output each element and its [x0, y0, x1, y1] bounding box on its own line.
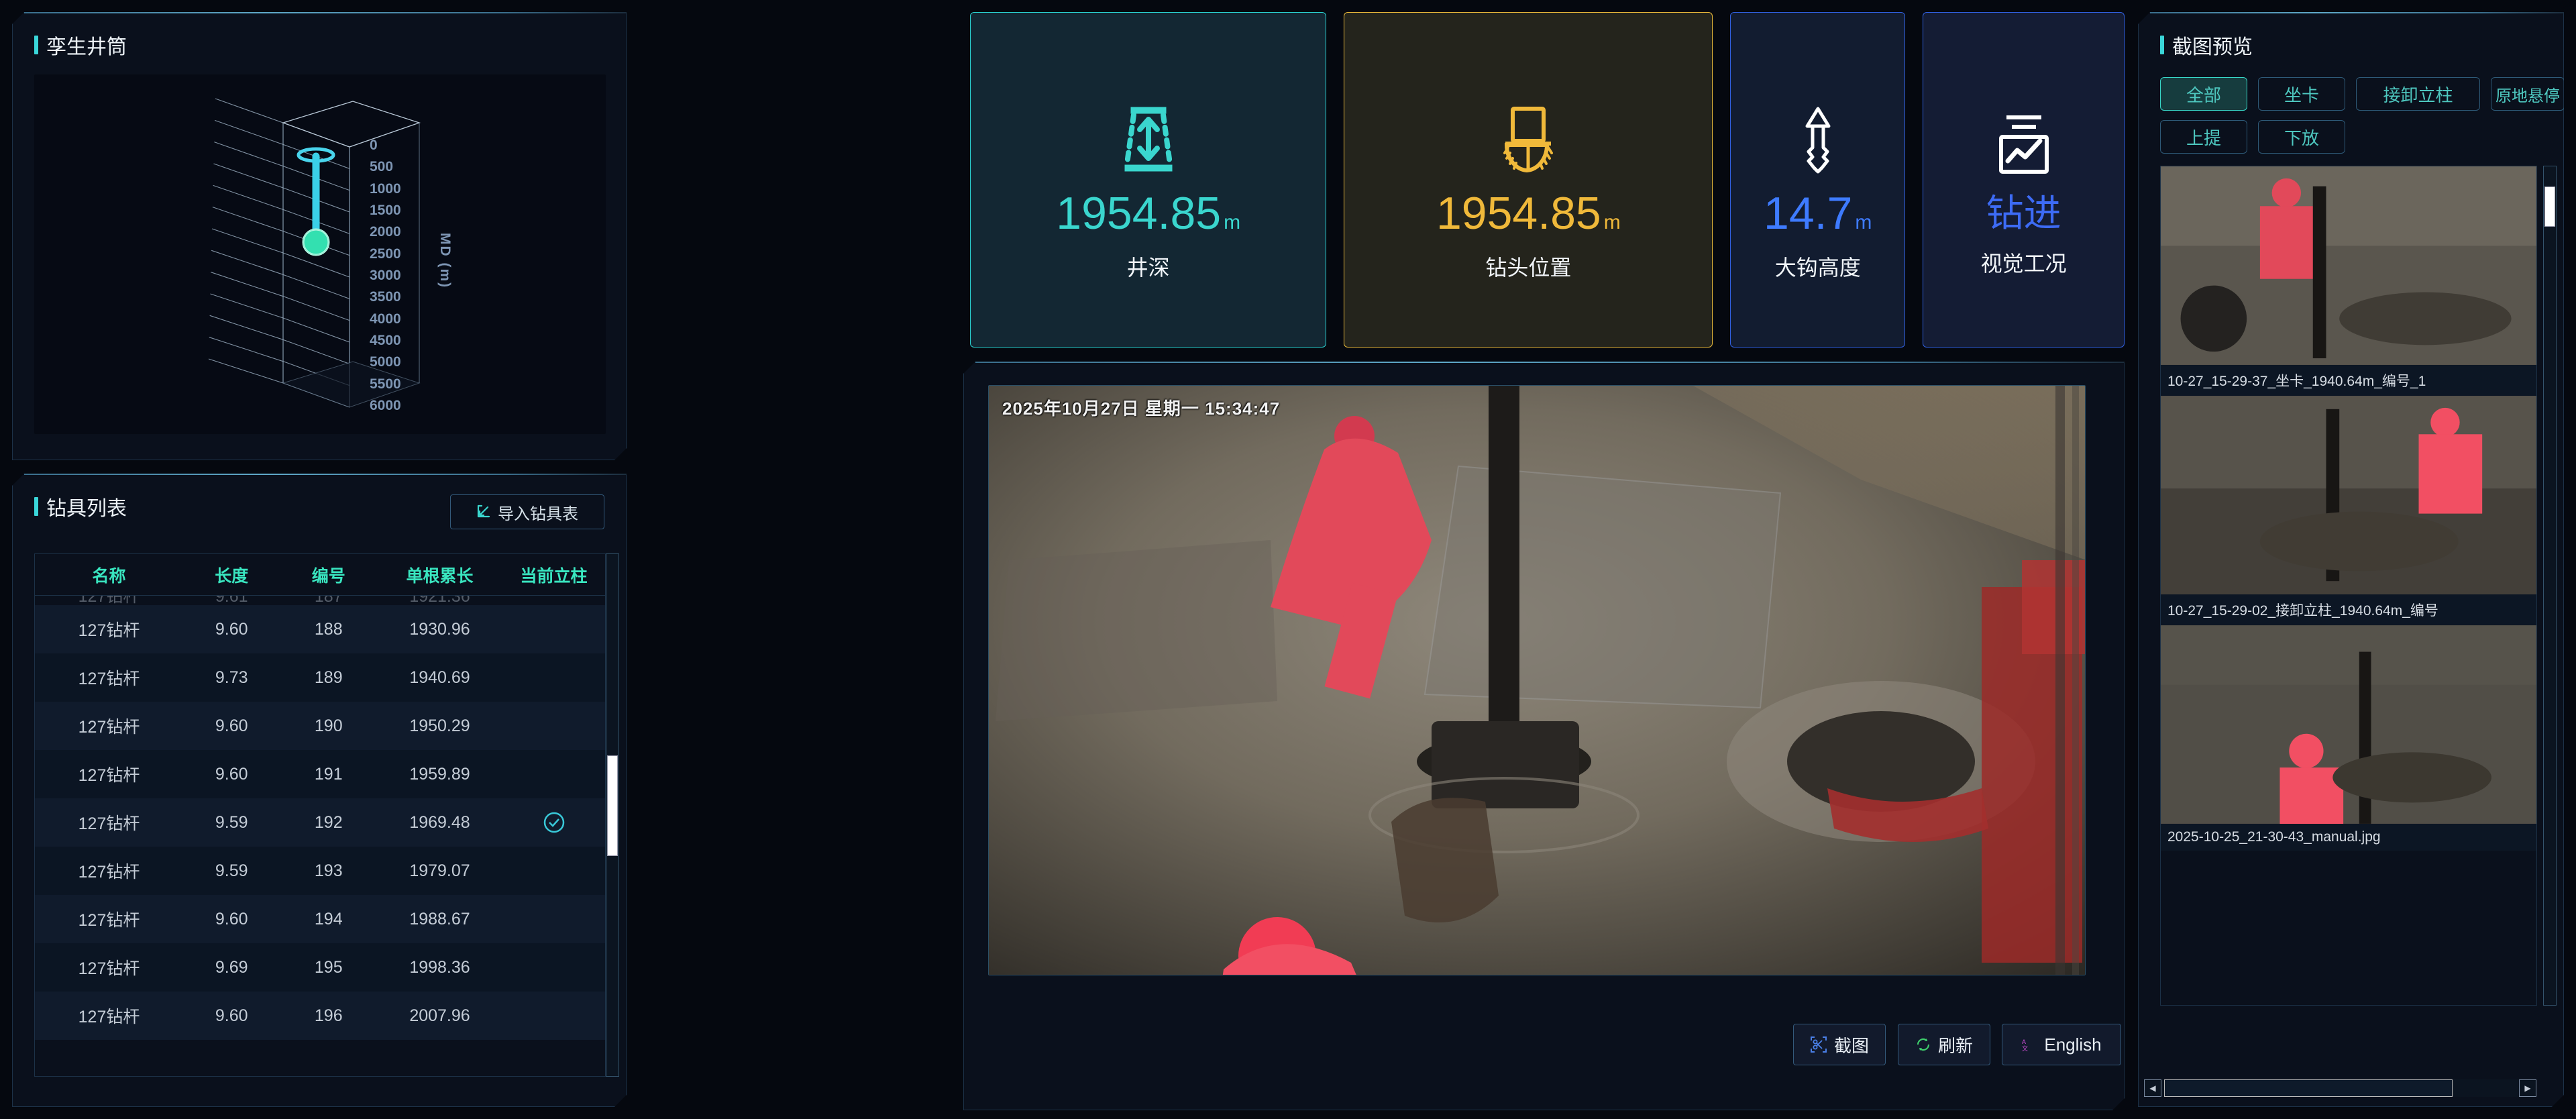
- svg-text:A: A: [2022, 1038, 2026, 1045]
- svg-text:文: 文: [2022, 1045, 2028, 1052]
